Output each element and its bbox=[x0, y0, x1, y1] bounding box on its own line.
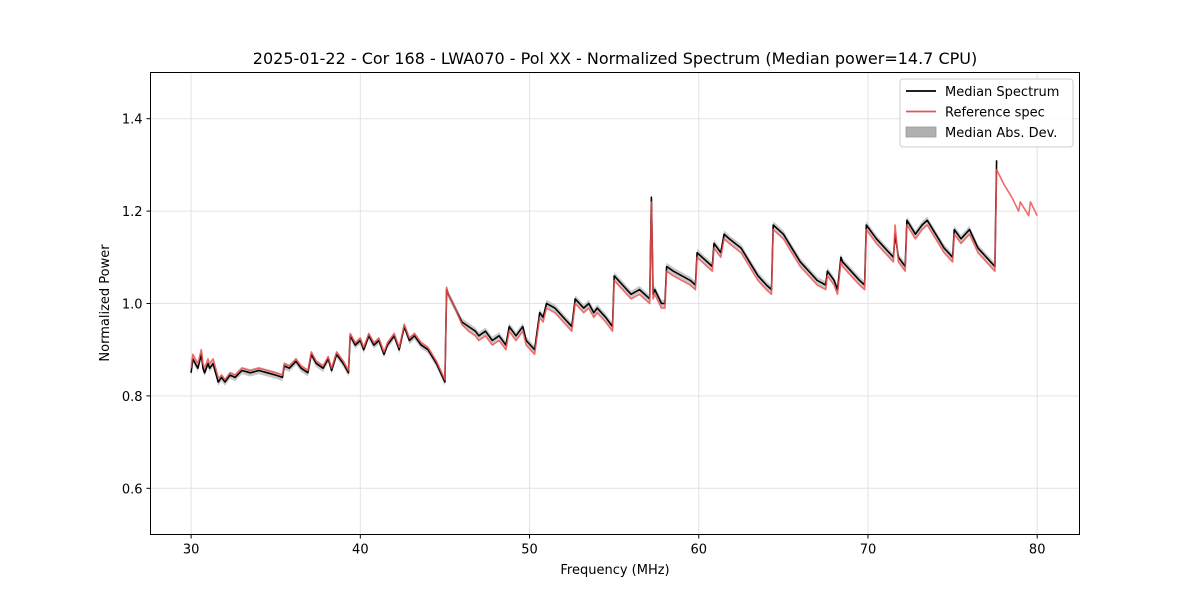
legend-swatch bbox=[905, 126, 937, 138]
mad-band-area bbox=[191, 156, 997, 386]
series-line-reference-spec bbox=[190, 168, 1038, 381]
mad-band bbox=[191, 156, 997, 386]
legend-label: Reference spec bbox=[945, 106, 1045, 121]
series-line-median-spectrum bbox=[190, 160, 998, 383]
x-axis-label: Frequency (MHz) bbox=[560, 563, 669, 578]
y-tick-label: 1.0 bbox=[122, 298, 143, 313]
x-tick-label: 80 bbox=[1029, 543, 1046, 558]
legend-label: Median Abs. Dev. bbox=[945, 126, 1057, 141]
legend-box bbox=[899, 78, 1074, 148]
legend-label: Median Spectrum bbox=[945, 85, 1059, 100]
chart-title: 2025-01-22 - Cor 168 - LWA070 - Pol XX -… bbox=[253, 49, 977, 68]
legend: Median Spectrum Reference spec Median Abs.… bbox=[899, 78, 1074, 148]
y-axis-label: Normalized Power bbox=[98, 244, 113, 362]
series-lines bbox=[190, 160, 1038, 383]
grid bbox=[150, 72, 1080, 535]
axis-ticks: 30 40 50 60 70 80 0.6 0.8 1.0 1.2 1.4 bbox=[122, 113, 1046, 558]
y-tick-label: 1.2 bbox=[122, 205, 143, 220]
y-tick-label: 0.6 bbox=[122, 482, 143, 497]
x-tick-label: 70 bbox=[860, 543, 877, 558]
x-tick-label: 40 bbox=[352, 543, 369, 558]
y-tick-label: 1.4 bbox=[122, 113, 143, 128]
x-tick-label: 30 bbox=[183, 543, 200, 558]
x-tick-label: 50 bbox=[521, 543, 538, 558]
y-tick-label: 0.8 bbox=[122, 390, 143, 405]
x-tick-label: 60 bbox=[690, 543, 707, 558]
